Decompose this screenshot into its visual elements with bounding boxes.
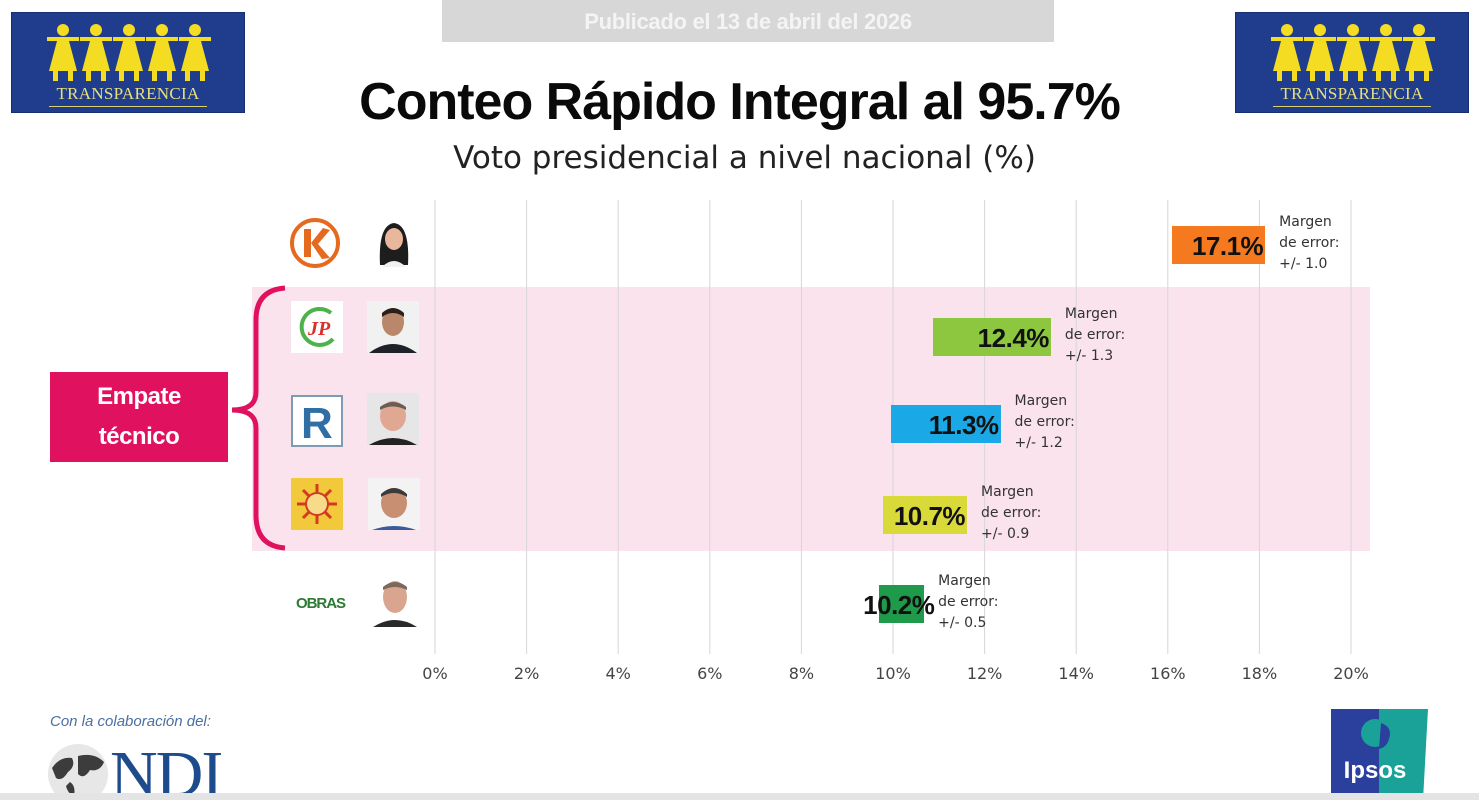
bar-value-label: 17.1% (1172, 226, 1266, 264)
transparencia-logo-text: TRANSPARENCIA (56, 84, 200, 103)
candidate-photo-4 (368, 478, 420, 530)
tie-label-box: Empate técnico (50, 372, 228, 462)
published-date-banner: Publicado el 13 de abril del 2026 (442, 0, 1054, 42)
ndi-globe-icon (48, 744, 108, 800)
moe-line: de error: (981, 505, 1042, 521)
moe-line: de error: (1064, 327, 1126, 343)
ipsos-logo-text: Ipsos (1343, 757, 1407, 784)
svg-text:R: R (301, 399, 333, 445)
logo-underline (1273, 106, 1431, 107)
obras-logo-icon: OBRAS (294, 580, 348, 620)
x-tick-label: 14% (1058, 664, 1094, 683)
x-tick-label: 18% (1241, 664, 1278, 683)
bar-value-label: 12.4% (932, 318, 1051, 356)
svg-text:JP: JP (307, 318, 331, 340)
ipsos-logo-icon (1331, 709, 1428, 800)
margin-of-error-label: Margen de error: +/- 1.3 (1065, 304, 1125, 367)
x-tick-label: 20% (1333, 664, 1369, 683)
moe-line: Margen (1014, 393, 1068, 409)
tie-highlight-band (252, 287, 1370, 551)
moe-line: Margen (938, 573, 991, 589)
chart-title: Conteo Rápido Integral al 95.7% (359, 73, 1121, 131)
moe-line: Margen (1064, 306, 1118, 322)
moe-line: de error: (1279, 235, 1340, 251)
margin-of-error-label: Margen de error: +/- 1.0 (1279, 212, 1339, 275)
collaboration-label: Con la colaboración del: (50, 713, 211, 730)
candidate-photo-2 (367, 301, 419, 353)
tie-brace (231, 285, 286, 551)
svg-text:OBRAS: OBRAS (296, 595, 346, 612)
x-tick-label: 10% (875, 664, 911, 683)
tie-label-line-1: Empate (97, 383, 181, 410)
moe-value: +/- 1.0 (1279, 256, 1328, 272)
bar-value-label: 10.2% (863, 585, 935, 623)
bar-value-label: 11.3% (890, 405, 1001, 443)
sun-party-logo-icon (291, 478, 343, 530)
bar-value-label: 10.7% (883, 496, 968, 534)
x-tick-label: 12% (966, 664, 1003, 683)
candidate-photo-1 (368, 215, 420, 267)
moe-line: de error: (938, 594, 999, 610)
x-tick-label: 8% (788, 664, 815, 683)
margin-of-error-label: Margen de error: +/- 0.9 (981, 482, 1041, 545)
x-tick-label: 16% (1150, 664, 1186, 683)
moe-value: +/- 0.5 (938, 615, 987, 631)
moe-value: +/- 0.9 (981, 526, 1030, 542)
chart-subtitle: Voto presidencial a nivel nacional (%) (453, 140, 1036, 176)
x-tick-label: 6% (697, 664, 723, 683)
moe-value: +/- 1.2 (1014, 435, 1063, 451)
moe-line: Margen (981, 484, 1034, 500)
x-tick-label: 0% (422, 664, 448, 683)
people-chain-icon (47, 24, 211, 81)
x-tick-label: 2% (513, 664, 540, 683)
moe-value: +/- 1.3 (1064, 348, 1114, 364)
margin-of-error-label: Margen de error: +/- 1.2 (1015, 391, 1075, 454)
logo-underline (49, 106, 207, 107)
ndi-logo-text: NDI (110, 738, 223, 800)
x-tick-label: 4% (605, 664, 631, 683)
candidate-photo-5 (369, 575, 421, 627)
margin-of-error-label: Margen de error: +/- 0.5 (938, 571, 998, 634)
bottom-edge (0, 793, 1479, 800)
fuerza-popular-k-logo-icon (289, 217, 341, 269)
transparencia-logo-text: TRANSPARENCIA (1280, 84, 1424, 103)
candidate-photo-3 (367, 393, 419, 445)
renovacion-popular-r-logo-icon: R (291, 395, 343, 448)
juntos-peru-jp-logo-icon: JP (291, 301, 343, 353)
tie-label-line-2: técnico (98, 423, 180, 450)
transparencia-logo-left: TRANSPARENCIA (11, 12, 245, 113)
moe-line: Margen (1279, 214, 1332, 230)
moe-line: de error: (1014, 414, 1075, 430)
transparencia-logo-right: TRANSPARENCIA (1235, 12, 1469, 113)
